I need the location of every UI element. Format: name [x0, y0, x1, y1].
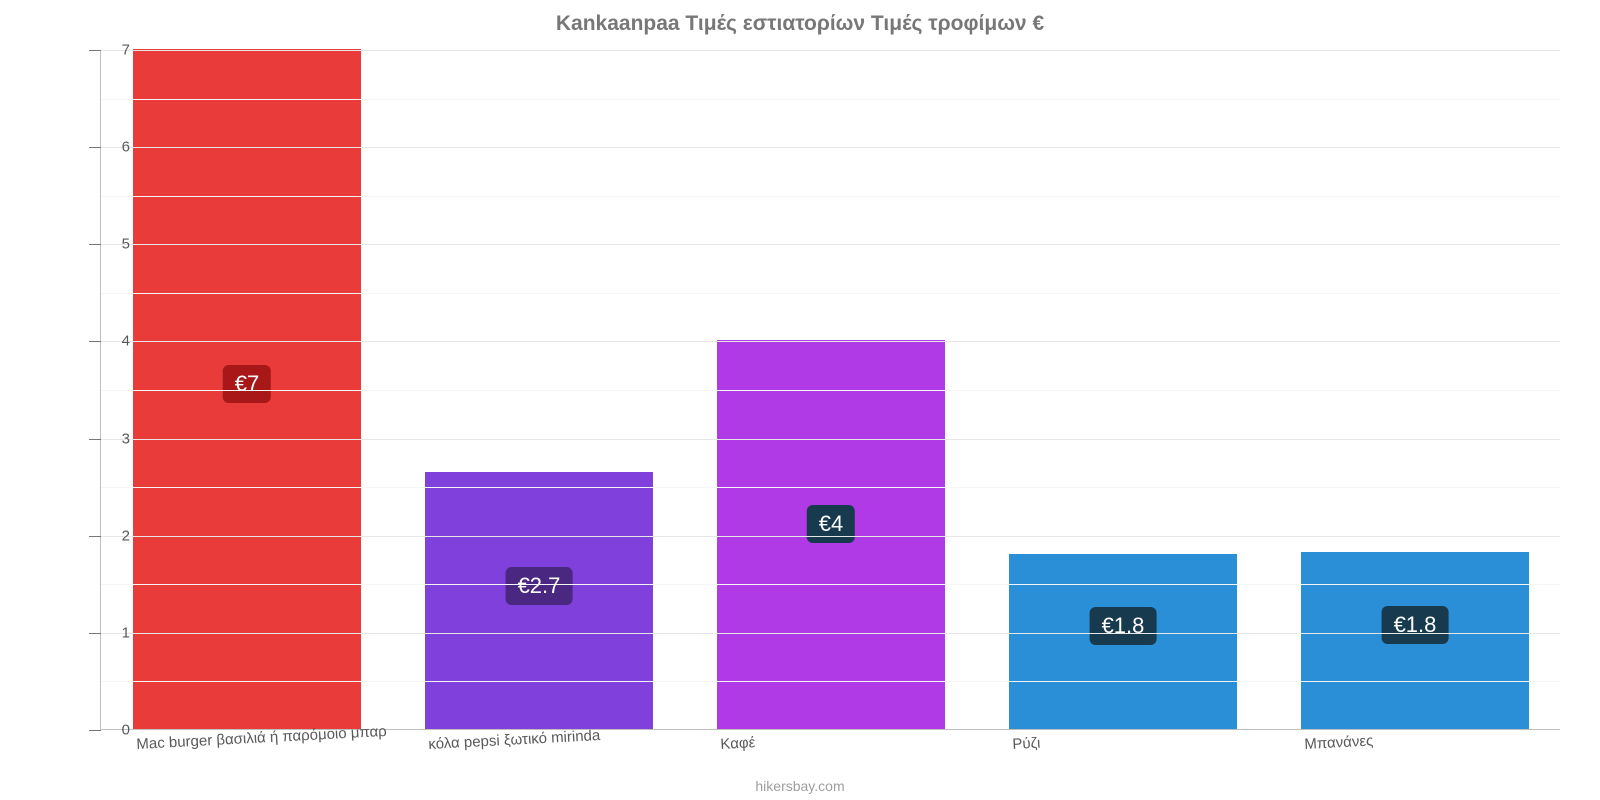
- y-axis-label: 5: [122, 236, 130, 253]
- gridline-major: [101, 536, 1560, 537]
- y-tick: [89, 439, 101, 440]
- y-tick: [89, 244, 101, 245]
- gridline-major: [101, 147, 1560, 148]
- gridline-minor: [101, 99, 1560, 100]
- x-axis-label: κόλα pepsi ξωτικό mirinda: [428, 727, 601, 753]
- y-tick: [89, 341, 101, 342]
- price-bar-chart: Kankaanpaa Τιμές εστιατορίων Τιμές τροφί…: [0, 0, 1600, 800]
- y-axis-label: 0: [122, 722, 130, 739]
- bar: €1.8: [1301, 552, 1529, 729]
- bar-value-label: €4: [807, 505, 855, 543]
- bar: €2.7: [425, 472, 653, 729]
- gridline-minor: [101, 293, 1560, 294]
- y-axis-label: 3: [122, 430, 130, 447]
- y-axis-label: 1: [122, 624, 130, 641]
- y-tick: [89, 50, 101, 51]
- bar-value-label: €7: [223, 365, 271, 403]
- bar: €7: [133, 49, 361, 729]
- gridline-minor: [101, 487, 1560, 488]
- y-tick: [89, 536, 101, 537]
- y-tick: [89, 730, 101, 731]
- y-axis-label: 6: [122, 139, 130, 156]
- plot-area: €7 €2.7 €4 €1.8 €1.8: [100, 50, 1560, 730]
- bar-value-label: €1.8: [1382, 606, 1449, 644]
- gridline-major: [101, 244, 1560, 245]
- gridline-minor: [101, 196, 1560, 197]
- bar-value-label: €1.8: [1090, 607, 1157, 645]
- x-axis-label: Ρύζι: [1012, 735, 1041, 753]
- y-tick: [89, 633, 101, 634]
- gridline-minor: [101, 390, 1560, 391]
- chart-title: Kankaanpaa Τιμές εστιατορίων Τιμές τροφί…: [0, 12, 1600, 36]
- gridline-major: [101, 633, 1560, 634]
- gridline-major: [101, 341, 1560, 342]
- y-tick: [89, 147, 101, 148]
- y-axis-label: 7: [122, 42, 130, 59]
- gridline-major: [101, 439, 1560, 440]
- y-axis-label: 2: [122, 527, 130, 544]
- credit-text: hikersbay.com: [0, 778, 1600, 794]
- y-axis-label: 4: [122, 333, 130, 350]
- x-axis-label: Μπανάνες: [1304, 732, 1374, 753]
- bar-value-label: €2.7: [506, 567, 573, 605]
- gridline-minor: [101, 681, 1560, 682]
- x-axis-label: Καφέ: [720, 734, 756, 753]
- gridline-minor: [101, 584, 1560, 585]
- gridline-major: [101, 50, 1560, 51]
- bar: €1.8: [1009, 554, 1237, 729]
